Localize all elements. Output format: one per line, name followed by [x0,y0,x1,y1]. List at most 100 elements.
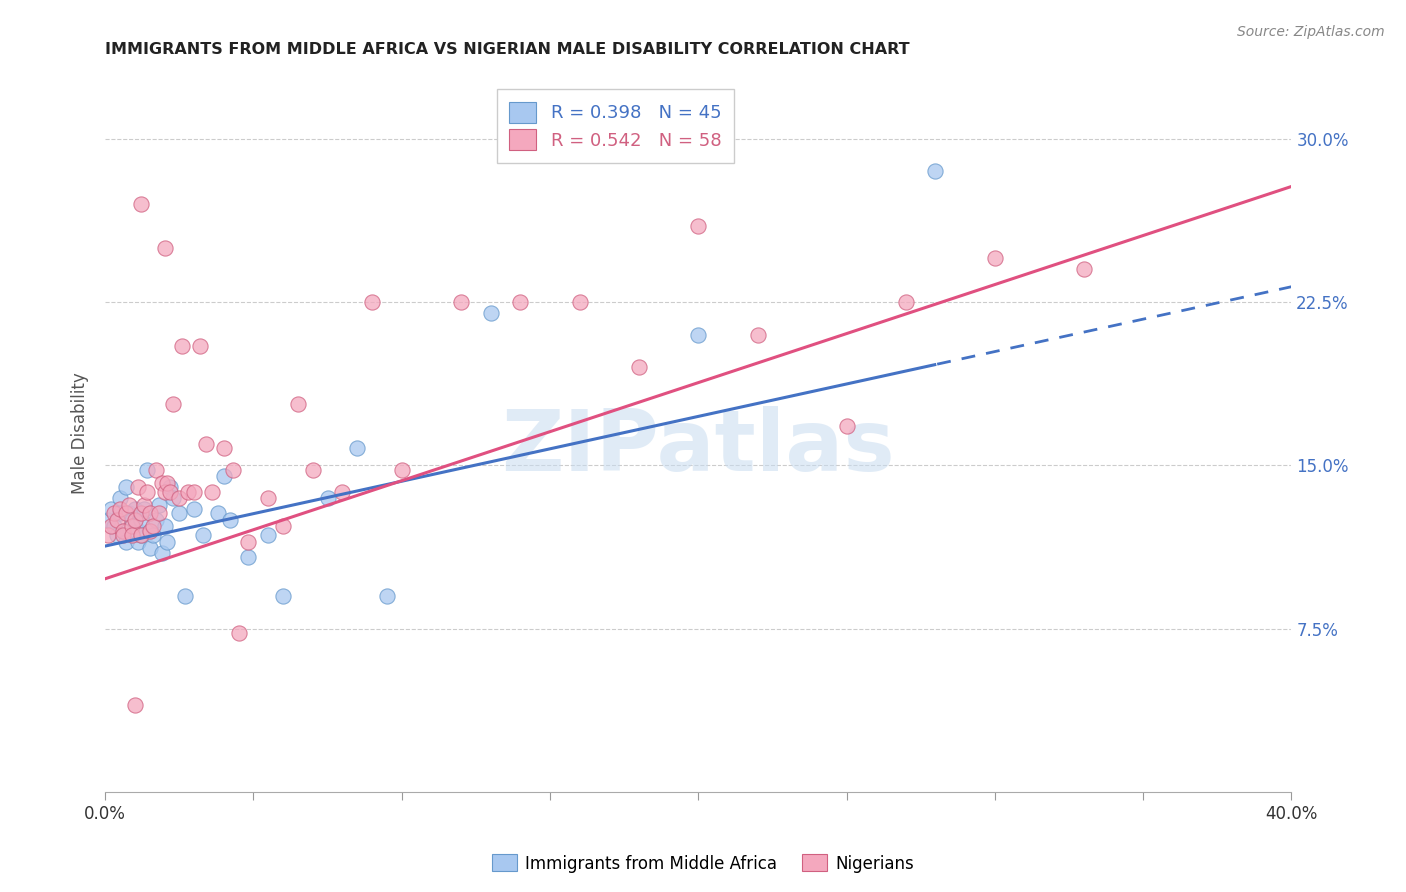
Point [111,524,134,538]
Point [124,502,146,516]
Point [121,513,143,527]
Point [129,507,152,521]
Point [129,528,152,542]
Point [479,306,502,320]
Point [115,534,138,549]
Point [361,295,384,310]
Point [316,491,339,505]
Point [212,441,235,455]
Point [201,484,224,499]
Legend: Immigrants from Middle Africa, Nigerians: Immigrants from Middle Africa, Nigerians [485,847,921,880]
Point [148,498,170,512]
Point [159,480,181,494]
Point [924,164,946,178]
Point [142,519,165,533]
Point [162,397,184,411]
Point [108,502,131,516]
Point [138,524,160,538]
Point [287,397,309,411]
Point [169,507,191,521]
Point [138,507,160,521]
Point [129,528,152,542]
Point [153,484,176,499]
Point [105,513,128,527]
Point [100,502,122,516]
Point [162,491,184,505]
Point [105,528,128,542]
Point [375,589,398,603]
Point [894,295,917,310]
Point [236,549,259,564]
Point [115,480,138,494]
Point [271,589,294,603]
Point [145,513,167,527]
Legend: R = 0.398   N = 45, R = 0.542   N = 58: R = 0.398 N = 45, R = 0.542 N = 58 [496,89,734,162]
Point [450,295,472,310]
Point [332,484,354,499]
Point [124,513,146,527]
Point [169,491,191,505]
Point [568,295,591,310]
Point [150,475,173,490]
Point [111,524,134,538]
Point [156,534,179,549]
Point [135,463,157,477]
Point [228,626,250,640]
Point [103,507,125,521]
Text: ZIPatlas: ZIPatlas [502,406,896,489]
Point [121,528,143,542]
Point [177,484,200,499]
Point [183,502,205,516]
Point [108,491,131,505]
Point [124,698,146,712]
Point [346,441,368,455]
Point [118,507,141,521]
Point [174,589,197,603]
Point [1073,262,1095,277]
Point [121,519,143,533]
Point [183,484,205,499]
Point [188,338,211,352]
Text: IMMIGRANTS FROM MIDDLE AFRICA VS NIGERIAN MALE DISABILITY CORRELATION CHART: IMMIGRANTS FROM MIDDLE AFRICA VS NIGERIA… [105,42,910,57]
Point [132,498,155,512]
Point [97,513,120,527]
Point [115,507,138,521]
Point [127,534,149,549]
Point [218,513,240,527]
Point [156,475,179,490]
Y-axis label: Male Disability: Male Disability [72,372,89,493]
Point [100,519,122,533]
Point [132,502,155,516]
Point [391,463,413,477]
Point [222,463,245,477]
Point [135,484,157,499]
Point [145,463,167,477]
Point [984,252,1007,266]
Point [301,463,323,477]
Point [153,240,176,254]
Point [97,528,120,542]
Point [191,528,214,542]
Point [138,524,160,538]
Point [835,419,858,434]
Point [747,327,769,342]
Point [257,491,280,505]
Point [138,541,160,556]
Point [195,436,218,450]
Point [172,338,194,352]
Point [142,528,165,542]
Point [108,507,131,521]
Point [153,519,176,533]
Point [207,507,229,521]
Point [118,498,141,512]
Text: Source: ZipAtlas.com: Source: ZipAtlas.com [1237,25,1385,39]
Point [129,197,152,211]
Point [509,295,531,310]
Point [103,519,125,533]
Point [627,360,650,375]
Point [124,519,146,533]
Point [148,507,170,521]
Point [257,528,280,542]
Point [212,469,235,483]
Point [271,519,294,533]
